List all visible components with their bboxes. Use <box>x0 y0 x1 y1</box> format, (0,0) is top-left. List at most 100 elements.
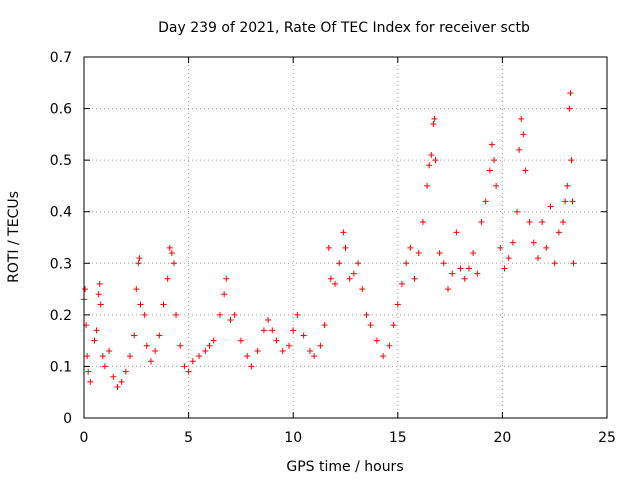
data-point <box>110 373 117 380</box>
data-point <box>567 90 574 97</box>
data-point <box>428 151 435 158</box>
data-point <box>530 239 537 246</box>
data-point <box>95 291 102 298</box>
data-point <box>300 332 307 339</box>
data-point <box>99 353 106 360</box>
data-point <box>223 275 230 282</box>
data-point <box>526 219 533 226</box>
data-point <box>551 260 558 267</box>
data-point <box>501 265 508 272</box>
data-point <box>131 332 138 339</box>
data-points <box>81 90 577 391</box>
data-point <box>411 275 418 282</box>
data-point <box>522 167 529 174</box>
x-tick-label: 0 <box>80 430 89 446</box>
data-point <box>82 286 89 293</box>
data-point <box>419 219 426 226</box>
data-point <box>231 311 238 318</box>
data-point <box>560 219 567 226</box>
data-point <box>181 363 188 370</box>
y-tick-label: 0.5 <box>50 153 72 169</box>
data-point <box>273 337 280 344</box>
data-point <box>210 337 217 344</box>
data-point <box>311 353 318 360</box>
data-point <box>143 342 150 349</box>
data-point <box>457 265 464 272</box>
data-point <box>170 260 177 267</box>
data-point <box>415 249 422 256</box>
data-point <box>398 280 405 287</box>
data-point <box>431 115 438 122</box>
data-point <box>568 157 575 164</box>
x-axis-title: GPS time / hours <box>286 459 403 475</box>
data-point <box>166 244 173 251</box>
data-point <box>317 342 324 349</box>
data-point <box>286 342 293 349</box>
data-point <box>244 353 251 360</box>
data-point <box>127 353 134 360</box>
data-point <box>141 311 148 318</box>
data-point <box>350 270 357 277</box>
x-tick-label: 25 <box>598 430 616 446</box>
data-point <box>355 260 362 267</box>
data-point <box>570 260 577 267</box>
data-point <box>386 342 393 349</box>
data-point <box>93 327 100 334</box>
data-point <box>449 270 456 277</box>
x-tick-label: 15 <box>389 430 407 446</box>
data-point <box>505 255 512 262</box>
data-point <box>189 358 196 365</box>
data-point <box>493 182 500 189</box>
data-point <box>555 229 562 236</box>
data-point <box>470 249 477 256</box>
data-point <box>336 260 343 267</box>
y-tick-label: 0.3 <box>50 256 72 272</box>
data-point <box>403 260 410 267</box>
data-point <box>436 249 443 256</box>
data-point <box>440 260 447 267</box>
y-tick-label: 0.2 <box>50 308 72 324</box>
axis-ticks: 0 5 10 15 20 25 0 0.1 0.2 0.3 0.4 0.5 0.6 0.7 <box>50 50 616 446</box>
data-point <box>290 327 297 334</box>
data-point <box>478 219 485 226</box>
data-point <box>390 322 397 329</box>
data-point <box>497 244 504 251</box>
x-tick-label: 10 <box>284 430 302 446</box>
data-point <box>321 322 328 329</box>
plot-frame <box>83 56 608 419</box>
data-point <box>380 353 387 360</box>
data-point <box>135 260 142 267</box>
data-point <box>514 208 521 215</box>
data-point <box>265 317 272 324</box>
x-tick-label: 5 <box>184 430 193 446</box>
data-point <box>424 182 431 189</box>
chart-title: Day 239 of 2021, Rate Of TEC Index for r… <box>158 20 530 36</box>
data-point <box>216 311 223 318</box>
data-point <box>160 301 167 308</box>
data-point <box>133 286 140 293</box>
data-point <box>342 244 349 251</box>
data-point <box>474 270 481 277</box>
data-point <box>164 275 171 282</box>
data-point <box>340 229 347 236</box>
data-point <box>407 244 414 251</box>
data-point <box>367 322 374 329</box>
data-point <box>85 368 92 375</box>
data-point <box>461 275 468 282</box>
data-point <box>227 317 234 324</box>
data-point <box>426 162 433 169</box>
data-point <box>486 167 493 174</box>
data-point <box>562 198 569 205</box>
y-tick-label: 0 <box>63 411 72 427</box>
data-point <box>306 347 313 354</box>
data-point <box>482 198 489 205</box>
data-point <box>156 332 163 339</box>
data-point <box>491 157 498 164</box>
data-point <box>221 291 228 298</box>
data-point <box>97 301 104 308</box>
data-point <box>260 327 267 334</box>
data-point <box>87 378 94 385</box>
data-point <box>196 353 203 360</box>
data-point <box>118 378 125 385</box>
